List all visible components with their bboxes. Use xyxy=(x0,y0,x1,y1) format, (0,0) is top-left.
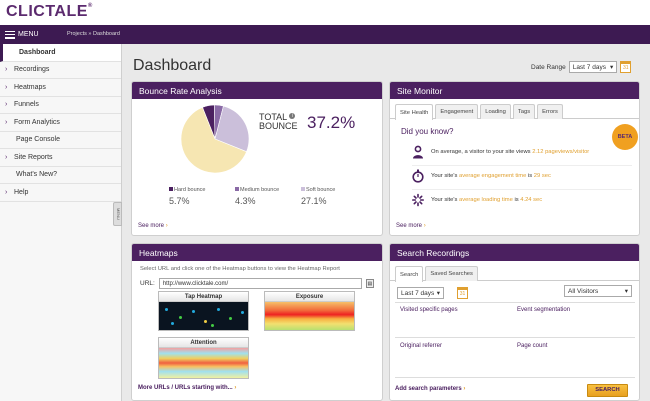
chevron-right-icon: › xyxy=(5,118,8,126)
field-original-referrer[interactable]: Original referrer xyxy=(400,343,443,349)
sidebar-item-recordings[interactable]: › Recordings xyxy=(0,62,121,79)
sidebar-item-site-reports[interactable]: › Site Reports xyxy=(0,149,121,167)
monitor-row-engagement: Your site's average engagement time is 2… xyxy=(412,169,632,190)
menu-label: MENU xyxy=(18,31,39,38)
chevron-down-icon: ▾ xyxy=(609,64,614,71)
did-you-know-heading: Did you know? xyxy=(401,127,454,136)
page-title: Dashboard xyxy=(133,57,212,74)
sidebar-item-help[interactable]: › Help xyxy=(0,184,121,202)
total-bounce-label: TOTAL i BOUNCE xyxy=(259,112,298,131)
divider xyxy=(395,302,635,303)
top-nav: MENU Projects » Dashboard xyxy=(0,25,650,44)
visitors-select[interactable]: All Visitors ▾ xyxy=(564,285,632,297)
person-icon xyxy=(412,145,424,159)
legend-medium-bounce: Medium bounce 4.3% xyxy=(235,187,280,206)
monitor-row-pageviews: On average, a visitor to your site views… xyxy=(412,145,632,166)
info-icon[interactable]: i xyxy=(289,113,296,119)
tap-heatmap-thumbnail xyxy=(159,302,248,330)
sidebar-item-funnels[interactable]: › Funnels xyxy=(0,97,121,114)
chevron-right-icon: › xyxy=(5,188,8,196)
loading-spinner-icon xyxy=(412,193,424,207)
date-range-control: Date Range Last 7 days ▾ 31 xyxy=(531,61,632,73)
monitor-row-loading: Your site's average loading time is 4.24… xyxy=(412,193,632,213)
panel-title: Heatmaps xyxy=(132,244,382,261)
calendar-icon[interactable]: 31 xyxy=(457,287,468,299)
chevron-down-icon: ▾ xyxy=(436,290,440,297)
divider xyxy=(395,337,635,338)
total-bounce-value: 37.2% xyxy=(307,113,356,132)
bounce-see-more-link[interactable]: See more › xyxy=(138,223,168,229)
add-search-parameters-link[interactable]: Add search parameters › xyxy=(395,386,466,392)
menu-button[interactable]: MENU xyxy=(5,29,39,40)
site-monitor-tabs: Site Health Engagement Loading Tags Erro… xyxy=(390,99,639,120)
tab-errors[interactable]: Errors xyxy=(537,104,563,119)
chevron-right-icon: › xyxy=(5,153,8,161)
chevron-right-icon: › xyxy=(5,66,8,74)
date-range-label: Date Range xyxy=(531,63,566,71)
pie-slice-not-bounced[interactable] xyxy=(180,106,247,174)
legend-swatch xyxy=(169,187,173,191)
search-button[interactable]: SEARCH xyxy=(587,384,628,397)
sidebar-item-dashboard[interactable]: Dashboard xyxy=(0,44,121,62)
panel-title: Site Monitor xyxy=(390,82,639,99)
exposure-button[interactable]: Exposure xyxy=(264,291,355,331)
hamburger-icon xyxy=(5,30,15,39)
sidebar-item-form-analytics[interactable]: › Form Analytics xyxy=(0,114,121,132)
panel-title: Search Recordings xyxy=(390,244,639,261)
heatmaps-panel: Heatmaps Select URL and click one of the… xyxy=(131,243,383,401)
url-row: URL: http://www.clicktale.com/ ▤ xyxy=(140,278,374,289)
search-tabs: Search Saved Searches xyxy=(390,261,639,282)
tab-saved-searches[interactable]: Saved Searches xyxy=(425,266,478,281)
tab-site-health[interactable]: Site Health xyxy=(395,104,434,120)
chevron-right-icon: › xyxy=(5,83,8,91)
field-visited-pages[interactable]: Visited specific pages xyxy=(400,307,458,313)
bounce-rate-panel: Bounce Rate Analysis TOTAL i BOUNCE 37.2… xyxy=(131,81,383,236)
calendar-icon[interactable]: 31 xyxy=(620,61,632,73)
field-event-segmentation[interactable]: Event segmentation xyxy=(517,307,571,313)
url-input[interactable]: http://www.clicktale.com/ xyxy=(158,278,362,289)
search-range-select[interactable]: Last 7 days ▾ xyxy=(397,287,444,299)
tab-search[interactable]: Search xyxy=(395,266,424,282)
field-page-count[interactable]: Page count xyxy=(517,343,548,349)
legend-soft-bounce: Soft bounce 27.1% xyxy=(301,187,336,206)
divider xyxy=(395,377,635,378)
beta-badge: BETA xyxy=(612,124,638,150)
bounce-pie-chart xyxy=(180,104,250,174)
clicktale-logo[interactable]: CLICTALE® xyxy=(6,3,93,20)
search-recordings-panel: Search Recordings Search Saved Searches … xyxy=(389,243,640,401)
tab-tags[interactable]: Tags xyxy=(512,104,536,119)
more-urls-link[interactable]: More URLs / URLs starting with... › xyxy=(138,385,237,391)
monitor-see-more-link[interactable]: See more › xyxy=(396,223,426,229)
panel-title: Bounce Rate Analysis xyxy=(132,82,382,99)
legend-hard-bounce: Hard bounce 5.7% xyxy=(169,187,206,206)
heatmaps-description: Select URL and click one of the Heatmap … xyxy=(140,266,340,272)
pie-slice-soft-bounce[interactable] xyxy=(214,105,250,153)
attention-thumbnail xyxy=(159,348,248,378)
site-monitor-panel: Site Monitor Site Health Engagement Load… xyxy=(389,81,640,236)
breadcrumb[interactable]: Projects » Dashboard xyxy=(67,31,120,37)
legend-swatch xyxy=(235,187,239,191)
sidebar: Dashboard › Recordings › Heatmaps › Funnels… xyxy=(0,44,122,401)
sidebar-item-whats-new[interactable]: What's New? xyxy=(0,167,121,184)
tab-engagement[interactable]: Engagement xyxy=(435,104,479,119)
stopwatch-icon xyxy=(412,169,424,183)
legend-swatch xyxy=(301,187,305,191)
url-picker-icon[interactable]: ▤ xyxy=(365,279,374,288)
brand-bar: CLICTALE® xyxy=(0,0,650,25)
sidebar-item-heatmaps[interactable]: › Heatmaps xyxy=(0,79,121,97)
url-label: URL: xyxy=(140,280,155,287)
chevron-right-icon: › xyxy=(5,101,8,109)
chevron-down-icon: ▾ xyxy=(624,288,628,295)
exposure-thumbnail xyxy=(265,302,354,330)
date-range-select[interactable]: Last 7 days ▾ xyxy=(568,61,618,73)
sidebar-collapse-tab[interactable]: MENU xyxy=(113,202,122,226)
sidebar-item-page-console[interactable]: Page Console xyxy=(0,132,121,149)
tap-heatmap-button[interactable]: Tap Heatmap xyxy=(158,291,249,331)
tab-loading[interactable]: Loading xyxy=(480,104,511,119)
attention-button[interactable]: Attention xyxy=(158,337,249,379)
